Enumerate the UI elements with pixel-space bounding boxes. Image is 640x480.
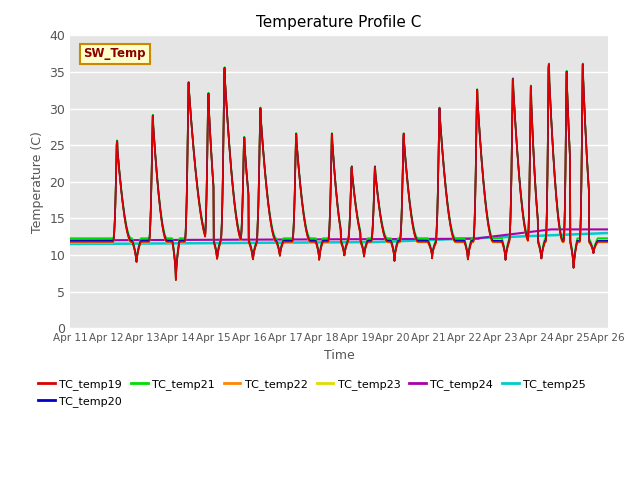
TC_temp19 — [172, 277, 180, 283]
TC_temp21 — [490, 235, 497, 241]
TC_temp20 — [314, 245, 321, 251]
TC_temp22 — [314, 244, 321, 250]
Line: TC_temp19: TC_temp19 — [70, 65, 608, 280]
TC_temp19 — [545, 62, 553, 68]
TC_temp22 — [490, 238, 497, 243]
TC_temp25 — [588, 231, 596, 237]
TC_temp22 — [604, 238, 612, 243]
TC_temp20 — [172, 277, 180, 283]
TC_temp19 — [94, 239, 102, 245]
Line: TC_temp23: TC_temp23 — [70, 65, 608, 280]
TC_temp25 — [588, 231, 596, 237]
TC_temp24 — [547, 227, 554, 232]
TC_temp21 — [604, 235, 612, 241]
TC_temp20 — [589, 246, 596, 252]
TC_temp22 — [94, 238, 102, 243]
Text: SW_Temp: SW_Temp — [84, 48, 146, 60]
TC_temp23 — [490, 240, 497, 245]
TC_temp23 — [589, 247, 596, 253]
TC_temp21 — [545, 60, 553, 66]
Line: TC_temp24: TC_temp24 — [70, 229, 608, 240]
TC_temp19 — [67, 239, 74, 245]
TC_temp20 — [94, 238, 102, 244]
TC_temp20 — [589, 245, 596, 251]
TC_temp19 — [604, 239, 612, 245]
TC_temp20 — [604, 238, 612, 244]
TC_temp24 — [67, 238, 74, 243]
TC_temp19 — [589, 246, 596, 252]
X-axis label: Time: Time — [324, 348, 355, 361]
TC_temp24 — [328, 237, 335, 242]
TC_temp24 — [604, 227, 612, 232]
TC_temp20 — [545, 61, 553, 67]
TC_temp22 — [172, 277, 180, 283]
TC_temp21 — [67, 235, 74, 241]
TC_temp24 — [588, 227, 596, 232]
TC_temp24 — [314, 237, 321, 242]
Line: TC_temp20: TC_temp20 — [70, 64, 608, 280]
TC_temp25 — [67, 241, 74, 247]
Title: Temperature Profile C: Temperature Profile C — [256, 15, 422, 30]
TC_temp22 — [328, 131, 335, 137]
TC_temp23 — [172, 277, 180, 283]
TC_temp21 — [589, 244, 596, 250]
TC_temp19 — [328, 132, 335, 137]
Line: TC_temp25: TC_temp25 — [70, 233, 608, 244]
TC_temp24 — [490, 233, 497, 239]
TC_temp25 — [314, 240, 321, 245]
TC_temp20 — [328, 131, 335, 137]
TC_temp22 — [67, 238, 74, 243]
Legend: TC_temp19, TC_temp20, TC_temp21, TC_temp22, TC_temp23, TC_temp24, TC_temp25: TC_temp19, TC_temp20, TC_temp21, TC_temp… — [34, 375, 591, 411]
TC_temp25 — [328, 240, 335, 245]
Line: TC_temp22: TC_temp22 — [70, 64, 608, 280]
TC_temp20 — [67, 238, 74, 244]
TC_temp23 — [604, 240, 612, 245]
TC_temp23 — [314, 246, 321, 252]
TC_temp22 — [589, 246, 596, 252]
TC_temp20 — [490, 238, 497, 244]
TC_temp23 — [67, 240, 74, 245]
TC_temp21 — [328, 130, 335, 136]
TC_temp24 — [94, 238, 102, 243]
TC_temp23 — [545, 62, 553, 68]
TC_temp22 — [589, 245, 596, 251]
TC_temp24 — [589, 227, 596, 232]
TC_temp19 — [589, 247, 596, 252]
Line: TC_temp21: TC_temp21 — [70, 63, 608, 280]
TC_temp21 — [589, 245, 596, 251]
TC_temp25 — [604, 230, 612, 236]
TC_temp23 — [94, 240, 102, 245]
TC_temp22 — [545, 61, 553, 67]
TC_temp19 — [490, 239, 497, 245]
TC_temp19 — [314, 245, 321, 251]
TC_temp23 — [328, 132, 335, 137]
TC_temp21 — [94, 235, 102, 241]
Y-axis label: Temperature (C): Temperature (C) — [31, 131, 44, 233]
TC_temp21 — [172, 277, 180, 283]
TC_temp25 — [490, 235, 497, 240]
TC_temp21 — [314, 243, 321, 249]
TC_temp23 — [589, 246, 596, 252]
TC_temp25 — [94, 241, 102, 247]
